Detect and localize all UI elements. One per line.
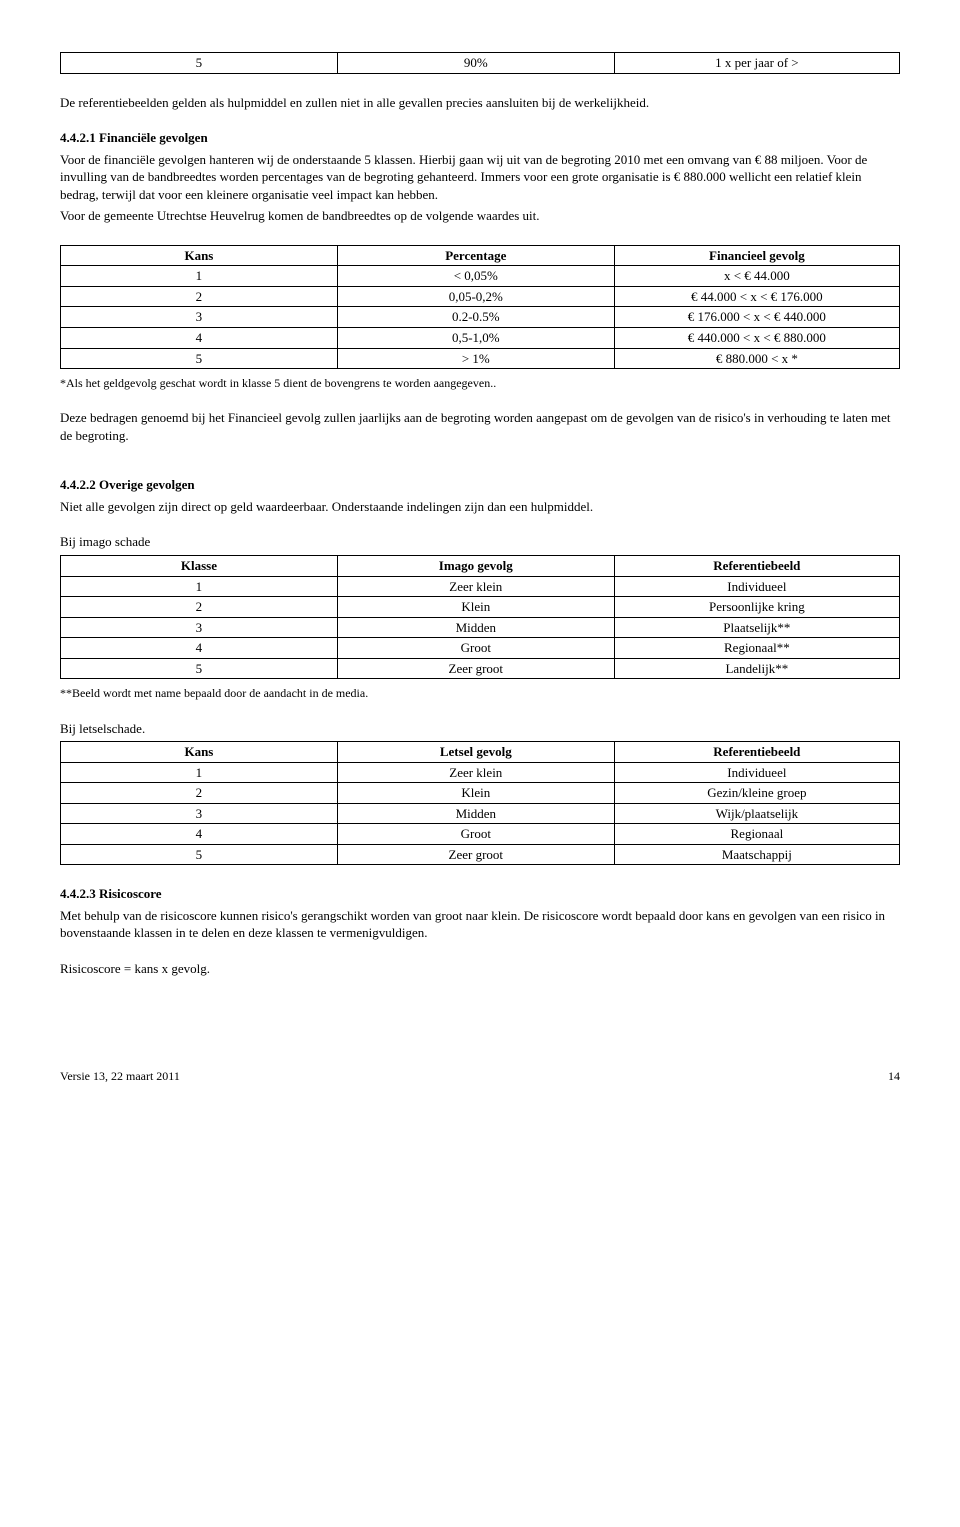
cell: Regionaal** <box>614 638 899 659</box>
footer-version: Versie 13, 22 maart 2011 <box>60 1068 180 1084</box>
paragraph: Voor de gemeente Utrechtse Heuvelrug kom… <box>60 207 900 225</box>
cell: 3 <box>61 803 338 824</box>
section-heading: 4.4.2.1 Financiële gevolgen <box>60 129 900 147</box>
cell: 2 <box>61 286 338 307</box>
cell: 5 <box>61 844 338 865</box>
cell: Maatschappij <box>614 844 899 865</box>
cell: 5 <box>61 53 338 74</box>
cell: € 176.000 < x < € 440.000 <box>614 307 899 328</box>
intro-paragraph: De referentiebeelden gelden als hulpmidd… <box>60 94 900 112</box>
col-header: Kans <box>61 742 338 763</box>
cell: € 440.000 < x < € 880.000 <box>614 328 899 349</box>
section-heading: 4.4.2.3 Risicoscore <box>60 885 900 903</box>
imago-table: Klasse Imago gevolg Referentiebeeld 1Zee… <box>60 555 900 679</box>
cell: Individueel <box>614 576 899 597</box>
cell: Plaatselijk** <box>614 617 899 638</box>
cell: 2 <box>61 597 338 618</box>
col-header: Kans <box>61 245 338 266</box>
col-header: Referentiebeeld <box>614 742 899 763</box>
financieel-table: Kans Percentage Financieel gevolg 1< 0,0… <box>60 245 900 369</box>
letsel-table: Kans Letsel gevolg Referentiebeeld 1Zeer… <box>60 741 900 865</box>
cell: 4 <box>61 638 338 659</box>
cell: Klein <box>337 597 614 618</box>
cell: 0.2-0.5% <box>337 307 614 328</box>
col-header: Percentage <box>337 245 614 266</box>
cell: 4 <box>61 328 338 349</box>
cell: Midden <box>337 617 614 638</box>
cell: Zeer klein <box>337 762 614 783</box>
cell: Persoonlijke kring <box>614 597 899 618</box>
cell: x < € 44.000 <box>614 266 899 287</box>
cell: 0,05-0,2% <box>337 286 614 307</box>
cell: Wijk/plaatselijk <box>614 803 899 824</box>
cell: 1 <box>61 762 338 783</box>
cell: 2 <box>61 783 338 804</box>
cell: Regionaal <box>614 824 899 845</box>
col-header: Financieel gevolg <box>614 245 899 266</box>
cell: Landelijk** <box>614 658 899 679</box>
paragraph: Deze bedragen genoemd bij het Financieel… <box>60 409 900 444</box>
footer-page-number: 14 <box>888 1068 900 1084</box>
table-note: *Als het geldgevolg geschat wordt in kla… <box>60 375 900 391</box>
cell: 0,5-1,0% <box>337 328 614 349</box>
cell: 3 <box>61 307 338 328</box>
paragraph: Met behulp van de risicoscore kunnen ris… <box>60 907 900 942</box>
top-table: 5 90% 1 x per jaar of > <box>60 52 900 74</box>
table-label: Bij letselschade. <box>60 720 900 738</box>
cell: Individueel <box>614 762 899 783</box>
paragraph: Niet alle gevolgen zijn direct op geld w… <box>60 498 900 516</box>
cell: < 0,05% <box>337 266 614 287</box>
table-label: Bij imago schade <box>60 533 900 551</box>
cell: 1 <box>61 576 338 597</box>
paragraph: Voor de financiële gevolgen hanteren wij… <box>60 151 900 204</box>
cell: 4 <box>61 824 338 845</box>
cell: 5 <box>61 348 338 369</box>
cell: Klein <box>337 783 614 804</box>
col-header: Letsel gevolg <box>337 742 614 763</box>
cell: Groot <box>337 638 614 659</box>
col-header: Klasse <box>61 556 338 577</box>
cell: Gezin/kleine groep <box>614 783 899 804</box>
col-header: Imago gevolg <box>337 556 614 577</box>
cell: 1 x per jaar of > <box>614 53 899 74</box>
cell: > 1% <box>337 348 614 369</box>
cell: 90% <box>337 53 614 74</box>
cell: Zeer groot <box>337 844 614 865</box>
cell: Zeer klein <box>337 576 614 597</box>
cell: Groot <box>337 824 614 845</box>
paragraph: Risicoscore = kans x gevolg. <box>60 960 900 978</box>
cell: € 44.000 < x < € 176.000 <box>614 286 899 307</box>
cell: 1 <box>61 266 338 287</box>
cell: 5 <box>61 658 338 679</box>
cell: 3 <box>61 617 338 638</box>
cell: Midden <box>337 803 614 824</box>
cell: € 880.000 < x * <box>614 348 899 369</box>
page-footer: Versie 13, 22 maart 2011 14 <box>60 1068 900 1084</box>
section-heading: 4.4.2.2 Overige gevolgen <box>60 476 900 494</box>
cell: Zeer groot <box>337 658 614 679</box>
table-note: **Beeld wordt met name bepaald door de a… <box>60 685 900 701</box>
col-header: Referentiebeeld <box>614 556 899 577</box>
